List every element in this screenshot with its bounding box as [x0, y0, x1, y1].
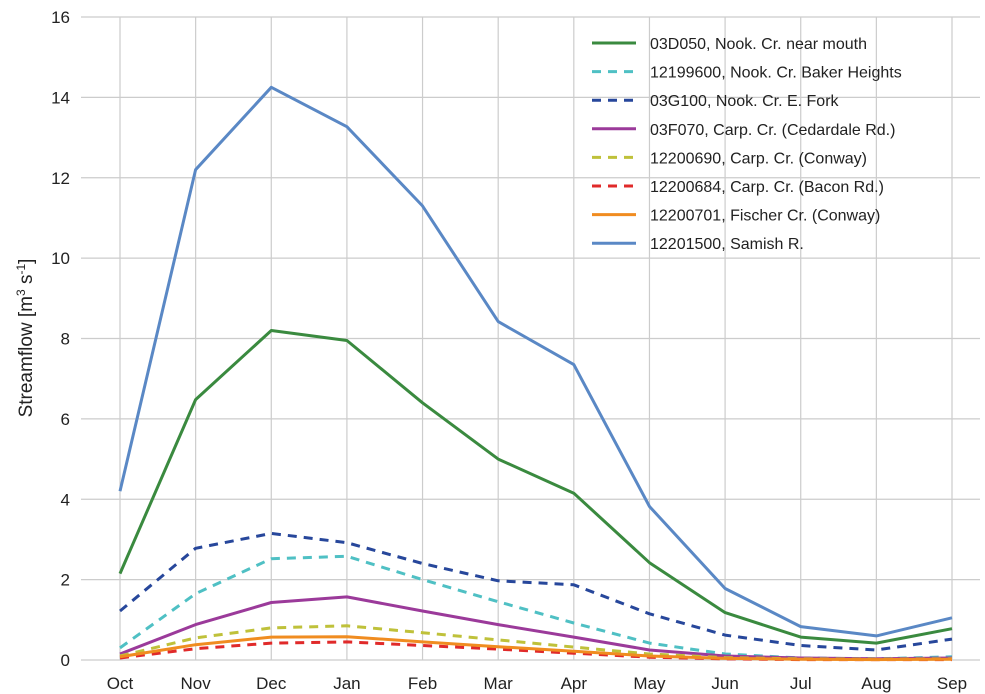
y-tick-label: 0 [61, 651, 70, 670]
x-tick-label: Nov [181, 674, 212, 693]
y-axis-label-sup1: 3 [14, 289, 28, 296]
legend-label-7: 12200701, Fischer Cr. (Conway) [650, 208, 880, 225]
x-tick-label: Sep [937, 674, 967, 693]
y-axis-label-sup2: -1 [14, 264, 28, 275]
y-tick-label: 4 [61, 490, 70, 509]
y-axis-label-base: Streamflow [m [16, 296, 37, 417]
legend-label-5: 12200690, Carp. Cr. (Conway) [650, 150, 867, 167]
y-tick-label: 14 [51, 88, 70, 107]
y-tick-label: 12 [51, 169, 70, 188]
x-tick-labels: Oct Nov Dec Jan Feb Mar Apr May Jun Jul Aug Sep [107, 674, 967, 693]
x-tick-label: Mar [484, 674, 514, 693]
legend-label-2: 12199600, Nook. Cr. Baker Heights [650, 65, 902, 82]
series-line-5 [119, 624, 953, 661]
legend-label-8: 12201500, Samish R. [650, 236, 804, 253]
x-tick-label: Jun [711, 674, 738, 693]
legend: 03D050, Nook. Cr. near mouth 12199600, No… [592, 36, 902, 253]
y-tick-label: 16 [51, 8, 70, 27]
x-tick-label: Jan [333, 674, 360, 693]
legend-label-1: 03D050, Nook. Cr. near mouth [650, 36, 867, 53]
y-axis-label-mid: s [16, 275, 37, 290]
legend-label-4: 03F070, Carp. Cr. (Cedardale Rd.) [650, 122, 895, 139]
series-line-7 [119, 635, 953, 662]
x-tick-label: Jul [790, 674, 812, 693]
legend-label-6: 12200684, Carp. Cr. (Bacon Rd.) [650, 179, 884, 196]
y-tick-label: 6 [61, 410, 70, 429]
series-line-3 [119, 531, 953, 652]
y-axis-label-end: ] [16, 259, 37, 264]
x-tick-label: Aug [861, 674, 891, 693]
series-line-1 [118, 329, 953, 645]
x-tick-label: Feb [408, 674, 437, 693]
y-axis-label: Streamflow [m3 s-1] [14, 259, 37, 418]
grid [81, 16, 980, 661]
y-tick-label: 8 [61, 330, 70, 349]
series-line-2 [119, 554, 953, 661]
y-tick-labels: 0 2 4 6 8 10 12 14 16 [51, 8, 70, 670]
x-tick-label: Oct [107, 674, 134, 693]
x-tick-label: Dec [256, 674, 287, 693]
series-line-8 [118, 85, 953, 638]
y-tick-label: 2 [61, 571, 70, 590]
legend-label-3: 03G100, Nook. Cr. E. Fork [650, 93, 840, 110]
x-tick-label: Apr [561, 674, 588, 693]
y-tick-label: 10 [51, 249, 70, 268]
series-layer [118, 85, 953, 662]
x-tick-label: May [633, 674, 666, 693]
